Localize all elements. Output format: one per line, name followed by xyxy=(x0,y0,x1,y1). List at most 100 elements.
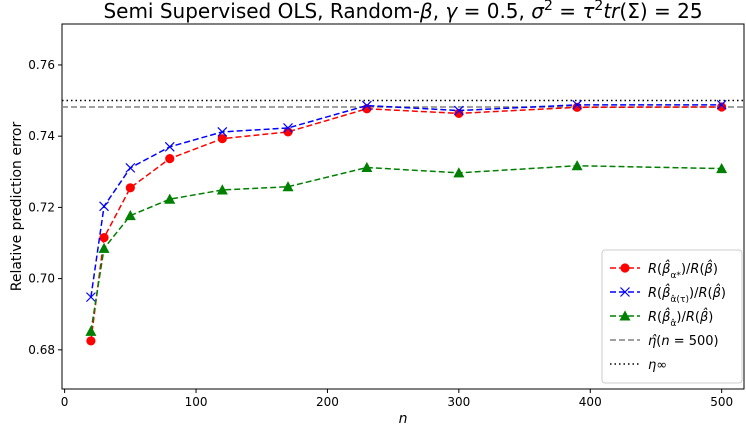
legend-label-2-part-1: ( xyxy=(657,310,662,325)
legend-label-3-part-2: n xyxy=(661,334,669,349)
series-2-point-5 xyxy=(282,181,294,192)
chart-title-part-10: tr xyxy=(603,0,621,23)
legend-label-0-part-0: R xyxy=(648,262,657,277)
series-2-point-0 xyxy=(85,325,97,336)
x-axis-label: n xyxy=(399,411,408,427)
legend-label-0-part-4: )/ xyxy=(681,262,691,277)
series-1-point-2 xyxy=(125,162,136,173)
x-tick-label-0: 0 xyxy=(61,395,69,409)
series-1-point-3 xyxy=(164,141,175,152)
series-1-point-8-stroke-b xyxy=(572,99,583,110)
chart-title-part-5: σ xyxy=(531,0,545,23)
legend-label-1-part-2: β̂ xyxy=(661,284,670,301)
plot-layer: 0 100 200 300 400 500 0.68 0.70 0.72 0.74 0.76 xyxy=(28,23,745,409)
series-line-1 xyxy=(90,104,722,298)
series-2-point-4 xyxy=(216,184,228,195)
legend-label-2-part-4: )/ xyxy=(676,310,686,325)
legend-marker-2 xyxy=(619,310,631,321)
series-line-2 xyxy=(90,164,722,332)
x-tick-label-5: 500 xyxy=(710,395,733,409)
series-0-point-7 xyxy=(454,108,464,118)
legend-label-2-part-7: β̂ xyxy=(699,308,708,325)
legend-label-2-part-3: α̂ xyxy=(670,318,676,329)
legend-label-1-part-3: α̂(τ) xyxy=(670,294,689,305)
series-1-point-7 xyxy=(453,105,464,116)
series-1-point-9 xyxy=(716,99,727,110)
series-0-point-0 xyxy=(86,336,96,346)
series-2-point-9 xyxy=(716,162,728,174)
legend-marker-1 xyxy=(620,287,630,297)
legend-label-2-part-6: ( xyxy=(695,310,700,325)
chart-title-part-9: 2 xyxy=(594,0,603,14)
legend-label-1-part-6: ( xyxy=(708,286,713,301)
chart-title-part-11: (Σ) = 25 xyxy=(619,0,702,23)
series-1-point-6-stroke-b xyxy=(361,100,372,111)
series-0-point-4 xyxy=(217,134,227,144)
series-1-point-2-stroke-b xyxy=(125,162,136,173)
series-1-point-0-stroke-b xyxy=(85,292,96,303)
series-2-point-7 xyxy=(453,167,465,178)
series-1-point-0 xyxy=(85,292,96,303)
series-1-point-7-stroke-b xyxy=(453,105,464,116)
legend-label-0: R(β̂α*)/R(β̂) xyxy=(648,260,718,281)
y-axis-label: Relative prediction error xyxy=(9,122,25,292)
y-tick-label-4: 0.76 xyxy=(28,58,55,72)
legend-label-1-part-5: R xyxy=(698,286,707,301)
series-0-point-1 xyxy=(99,233,109,243)
chart-title: Semi Supervised OLS, Random-β, γ = 0.5, … xyxy=(103,0,702,23)
legend-layer: R(β̂α*)/R(β̂)R(β̂α̂(τ))/R(β̂)R(β̂α̂)/R(β… xyxy=(601,249,743,384)
y-tick-label-2: 0.72 xyxy=(28,200,55,214)
legend-label-2-part-0: R xyxy=(648,310,657,325)
series-0-point-2 xyxy=(125,183,135,193)
series-2-point-8 xyxy=(571,160,583,171)
x-tick-label-3: 300 xyxy=(447,395,470,409)
legend-label-0-part-5: R xyxy=(690,262,699,277)
legend-label-0-part-6: ( xyxy=(699,262,704,277)
y-tick-label-1: 0.70 xyxy=(28,272,55,286)
chart-title-part-0: Semi Supervised OLS, Random- xyxy=(103,0,419,23)
series-2-point-1 xyxy=(98,242,110,253)
legend-label-1: R(β̂α̂(τ))/R(β̂) xyxy=(648,284,726,305)
legend-label-4-part-0: η xyxy=(648,358,656,373)
legend-label-1-part-7: β̂ xyxy=(712,284,721,301)
legend-box xyxy=(601,249,743,384)
series-1-point-1 xyxy=(99,201,109,212)
chart-title-part-8: τ xyxy=(582,0,595,23)
legend-label-3: η̂(n = 500) xyxy=(648,334,719,349)
series-1-point-4 xyxy=(217,126,228,137)
legend-label-4: η∞ xyxy=(648,358,667,373)
legend-label-3-part-0: η̂ xyxy=(648,334,657,349)
chart-title-part-1: β xyxy=(419,0,433,23)
series-2-point-2 xyxy=(124,209,136,221)
legend-label-1-part-4: )/ xyxy=(689,286,699,301)
legend-label-0-part-7: β̂ xyxy=(704,260,713,277)
legend-label-3-part-3: = 500) xyxy=(670,334,719,349)
legend-marker-1-stroke-b xyxy=(620,287,630,297)
series-1-point-3-stroke-b xyxy=(164,141,175,152)
legend-label-0-part-1: ( xyxy=(657,262,662,277)
x-tick-label-4: 400 xyxy=(579,395,602,409)
legend-label-2: R(β̂α̂)/R(β̂) xyxy=(648,308,713,329)
y-tick-label-0: 0.68 xyxy=(28,343,55,357)
series-0-point-3 xyxy=(165,154,175,164)
series-1-point-5 xyxy=(283,123,293,133)
series-1-point-6 xyxy=(361,100,372,111)
chart-title-part-7: = xyxy=(553,0,582,23)
series-1-point-8 xyxy=(572,99,583,110)
legend-marker-0 xyxy=(620,263,630,273)
series-1-point-1-stroke-b xyxy=(99,201,109,212)
chart-title-part-4: = 0.5, xyxy=(457,0,531,23)
x-axis-label-part-0: n xyxy=(399,411,408,427)
legend-label-3-part-1: ( xyxy=(656,334,661,349)
x-tick-label-2: 200 xyxy=(316,395,339,409)
chart-title-part-6: 2 xyxy=(544,0,553,14)
chart-title-part-2: , xyxy=(433,0,446,23)
legend-label-2-part-2: β̂ xyxy=(661,308,670,325)
chart-title-part-3: γ xyxy=(445,0,458,23)
legend-label-1-part-0: R xyxy=(648,286,657,301)
legend-label-0-part-2: β̂ xyxy=(661,260,670,277)
series-line-0 xyxy=(90,106,722,342)
plot-frame xyxy=(61,23,745,390)
